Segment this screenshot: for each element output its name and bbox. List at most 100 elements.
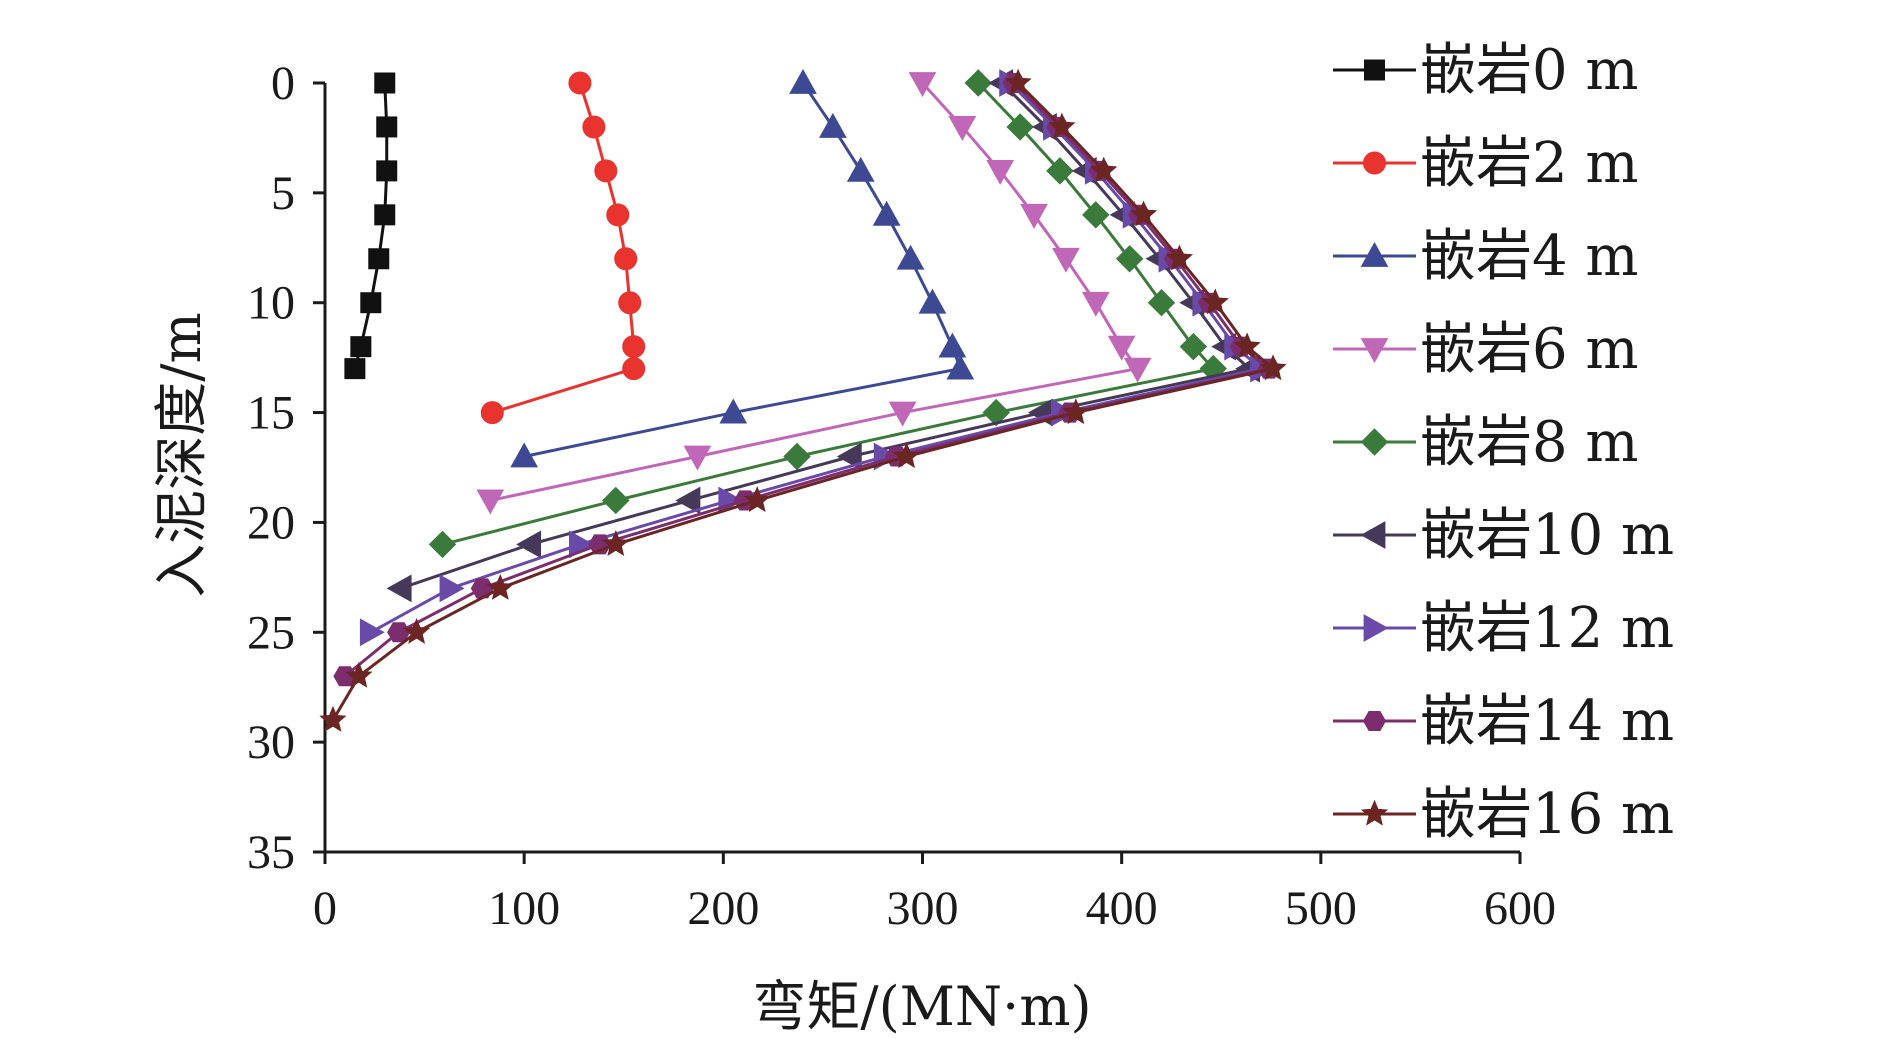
y-tick-label: 15: [247, 387, 295, 440]
series-0: [344, 72, 398, 380]
y-tick-label: 35: [247, 826, 295, 879]
data-point: [743, 486, 771, 513]
data-point: [1006, 113, 1034, 141]
data-point: [675, 486, 701, 515]
legend-marker: [1364, 59, 1385, 81]
data-point: [510, 442, 539, 468]
x-tick-label: 0: [313, 882, 337, 935]
data-point: [872, 200, 901, 226]
data-point: [1082, 201, 1110, 229]
series-line: [370, 81, 1265, 634]
data-point: [476, 489, 505, 515]
series-2: [510, 68, 975, 468]
y-tick-label: 30: [247, 716, 295, 769]
x-tick-label: 600: [1484, 882, 1556, 935]
x-ticks: 0 100 200 300 400 500 600: [313, 852, 1556, 935]
data-point: [1123, 357, 1152, 383]
data-point: [344, 358, 366, 380]
data-point: [1107, 335, 1136, 361]
data-point: [470, 578, 494, 599]
series-5: [386, 69, 1261, 603]
data-point: [359, 618, 385, 647]
data-point: [938, 332, 967, 358]
series-line: [400, 81, 1253, 590]
y-tick-label: 10: [247, 277, 295, 330]
data-point: [622, 335, 646, 359]
data-point: [896, 244, 925, 270]
data-point: [1048, 112, 1076, 139]
data-point: [602, 530, 630, 556]
series-layer: [319, 68, 1287, 732]
legend-label: 嵌岩0 m: [1420, 38, 1639, 103]
x-tick-label: 100: [488, 882, 560, 935]
x-tick-label: 200: [687, 882, 759, 935]
x-tick-label: 500: [1285, 882, 1357, 935]
legend-label: 嵌岩2 m: [1420, 131, 1639, 196]
legend-item: 嵌岩10 m: [1333, 503, 1674, 568]
data-point: [486, 574, 514, 600]
data-point: [602, 486, 630, 515]
data-point: [480, 401, 504, 425]
data-point: [374, 72, 396, 94]
y-tick-label: 0: [271, 57, 295, 110]
legend-marker: [1363, 614, 1389, 642]
x-tick-label: 400: [1086, 882, 1158, 935]
legend-label: 嵌岩12 m: [1420, 596, 1674, 661]
legend-item: 嵌岩2 m: [1333, 131, 1639, 196]
data-point: [582, 115, 606, 139]
data-point: [368, 248, 390, 270]
data-point: [516, 530, 542, 559]
series-3: [476, 72, 1152, 515]
data-point: [439, 574, 465, 603]
data-point: [1201, 288, 1229, 315]
data-point: [345, 661, 373, 688]
legend-marker: [1363, 151, 1386, 175]
data-point: [1052, 247, 1080, 273]
series-line: [331, 81, 1277, 721]
data-point: [376, 160, 398, 182]
data-point: [360, 292, 382, 314]
data-point: [376, 116, 398, 138]
data-point: [908, 72, 937, 98]
y-axis-title: 入泥深度/m: [150, 312, 213, 597]
y-tick-label: 5: [271, 167, 295, 220]
data-point: [1147, 289, 1176, 317]
data-point: [964, 69, 992, 97]
data-point: [948, 116, 977, 141]
data-point: [982, 398, 1010, 427]
data-point: [614, 247, 638, 271]
legend-marker: [1360, 338, 1389, 364]
y-tick-label: 25: [247, 606, 295, 659]
legend-label: 嵌岩8 m: [1420, 410, 1639, 475]
data-point: [986, 159, 1015, 185]
axes: [323, 83, 1520, 854]
data-point: [319, 705, 347, 732]
series-line: [491, 82, 636, 415]
legend-item: 嵌岩12 m: [1333, 596, 1674, 661]
data-point: [1259, 354, 1287, 381]
y-tick-label: 20: [247, 496, 295, 549]
data-point: [836, 442, 862, 471]
data-point: [568, 71, 592, 95]
data-point: [918, 288, 947, 314]
series-8: [319, 68, 1287, 732]
legend-label: 嵌岩4 m: [1420, 224, 1639, 289]
legend-label: 嵌岩10 m: [1420, 503, 1674, 568]
data-point: [846, 156, 875, 182]
data-point: [1129, 200, 1158, 227]
legend: 嵌岩0 m 嵌岩2 m 嵌岩4 m 嵌岩6 m 嵌岩8 m 嵌岩10 m 嵌岩12 m 嵌岩1…: [1333, 38, 1674, 847]
data-point: [622, 357, 646, 381]
legend-marker: [1360, 241, 1389, 267]
legend-item: 嵌岩6 m: [1333, 317, 1639, 382]
data-point: [350, 336, 372, 358]
legend-item: 嵌岩14 m: [1333, 689, 1674, 754]
series-6: [359, 69, 1276, 647]
legend-item: 嵌岩0 m: [1333, 38, 1639, 103]
data-point: [1020, 203, 1048, 229]
data-point: [1062, 398, 1090, 425]
data-point: [606, 203, 630, 227]
y-ticks: 0 5 10 15 20 25 30 35: [247, 57, 325, 879]
data-point: [719, 398, 748, 424]
series-1: [480, 71, 646, 425]
